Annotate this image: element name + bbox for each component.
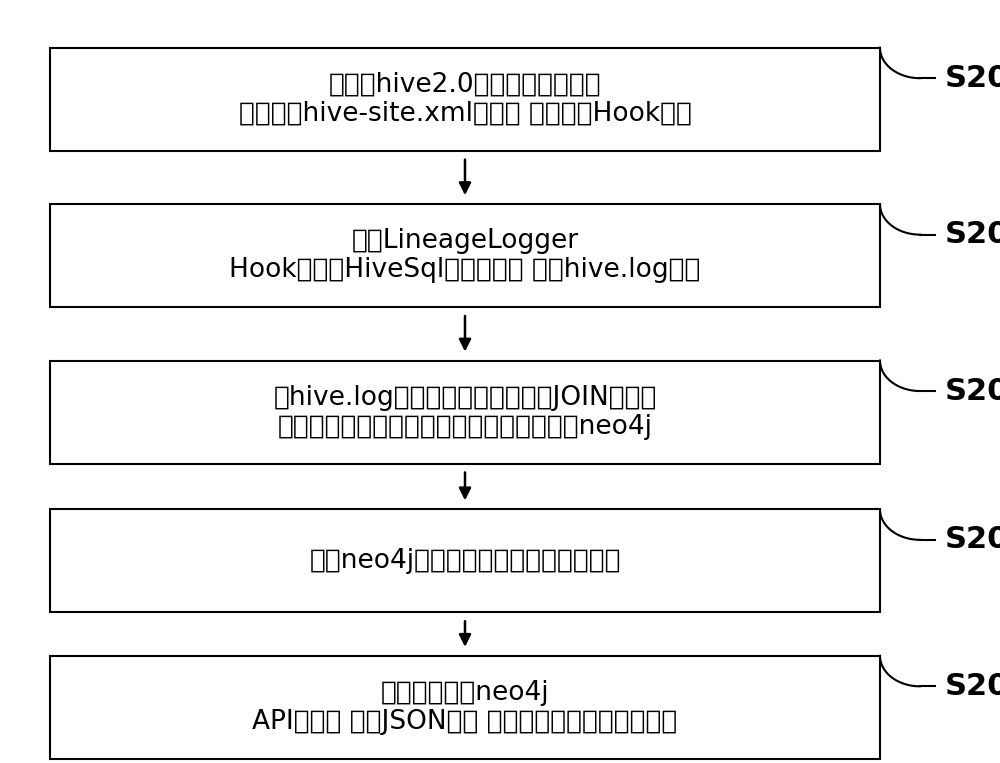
Text: 利用neo4j接口查询字段之间的依赖关系: 利用neo4j接口查询字段之间的依赖关系: [309, 548, 621, 574]
Text: 对hive.log日志进行数据清洗形成JOIN格式，: 对hive.log日志进行数据清洗形成JOIN格式，: [273, 385, 657, 410]
Text: 方式配置hive-site.xml文件， 同时配置Hook输出: 方式配置hive-site.xml文件， 同时配置Hook输出: [239, 101, 691, 127]
Text: Hook功能对HiveSql进行解析， 生成hive.log日志: Hook功能对HiveSql进行解析， 生成hive.log日志: [229, 257, 701, 283]
Text: S201: S201: [945, 63, 1000, 93]
Text: 并将清洗后的数据数据导入至开源图数据库neo4j: 并将清洗后的数据数据导入至开源图数据库neo4j: [278, 414, 652, 439]
Text: 通过在hive2.0版本以上添加参数: 通过在hive2.0版本以上添加参数: [329, 72, 601, 98]
Bar: [50, 655, 880, 758]
Text: API接口， 解析JSON串， 将数据血缘进行可视化显示: API接口， 解析JSON串， 将数据血缘进行可视化显示: [252, 709, 678, 735]
Text: 调用图数据库neo4j: 调用图数据库neo4j: [381, 680, 549, 706]
Bar: [50, 204, 880, 307]
Bar: [50, 360, 880, 463]
Text: S204: S204: [945, 525, 1000, 555]
Text: S202: S202: [945, 220, 1000, 250]
Text: S203: S203: [945, 376, 1000, 406]
Bar: [50, 47, 880, 151]
Text: 基于LineageLogger: 基于LineageLogger: [351, 228, 579, 254]
Bar: [50, 510, 880, 612]
Text: S205: S205: [945, 671, 1000, 701]
